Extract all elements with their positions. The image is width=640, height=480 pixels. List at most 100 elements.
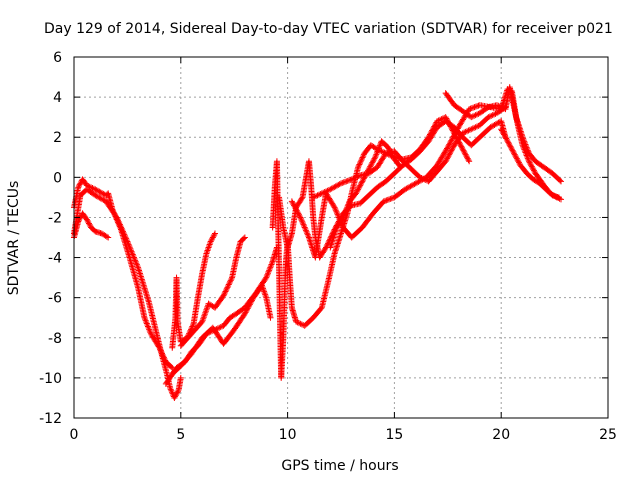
data-point: [160, 353, 167, 360]
data-point: [105, 234, 112, 241]
data-point: [372, 154, 379, 161]
data-point: [172, 393, 179, 400]
data-point: [454, 126, 461, 133]
data-point: [103, 233, 110, 240]
data-point: [299, 220, 306, 227]
data-point: [384, 196, 391, 203]
data-point: [293, 318, 300, 325]
data-point: [520, 145, 527, 152]
data-point: [85, 219, 92, 226]
data-point: [298, 195, 305, 202]
data-point: [448, 137, 455, 144]
x-axis-label: GPS time / hours: [281, 458, 398, 474]
data-point: [220, 292, 227, 299]
data-point: [511, 151, 518, 158]
data-point: [86, 183, 93, 190]
data-point: [465, 127, 472, 134]
data-point: [512, 152, 519, 159]
y-tick-label: -4: [48, 251, 62, 267]
data-point: [458, 143, 465, 150]
data-point: [116, 222, 123, 229]
data-point: [357, 158, 364, 165]
data-point: [446, 141, 453, 148]
data-point: [355, 185, 362, 192]
data-point: [442, 158, 449, 165]
data-point: [498, 127, 505, 134]
data-point: [350, 175, 357, 182]
data-point: [228, 276, 235, 282]
data-point: [443, 115, 450, 122]
data-point: [247, 300, 254, 307]
data-point: [382, 197, 389, 204]
data-point: [146, 327, 153, 334]
series-track-2: [71, 176, 176, 371]
data-point: [386, 146, 393, 153]
data-point: [157, 346, 164, 353]
data-point: [167, 386, 174, 393]
data-point: [317, 305, 324, 312]
data-point: [299, 218, 306, 225]
data-point: [336, 181, 343, 188]
data-point: [314, 192, 321, 199]
data-point: [225, 282, 232, 289]
data-point: [529, 164, 536, 171]
data-point: [472, 124, 479, 131]
data-point: [75, 184, 82, 191]
data-point: [460, 147, 467, 154]
data-point: [493, 102, 500, 109]
data-point: [359, 178, 366, 185]
data-point: [189, 322, 196, 329]
data-point: [357, 181, 364, 188]
data-point: [342, 208, 349, 215]
data-point: [174, 388, 181, 395]
data-point: [449, 146, 456, 153]
series-track-5: [169, 282, 274, 377]
data-point: [167, 384, 174, 391]
y-tick-label: -8: [48, 331, 62, 347]
data-point: [344, 177, 351, 184]
data-point: [144, 323, 151, 330]
data-point: [521, 148, 528, 155]
data-point: [115, 220, 122, 227]
data-point: [224, 284, 231, 291]
data-point: [155, 343, 162, 350]
data-point: [469, 125, 476, 132]
data-point: [168, 389, 175, 396]
data-point: [75, 218, 82, 225]
data-point: [367, 162, 374, 169]
data-point: [444, 145, 451, 152]
data-point: [502, 134, 509, 141]
data-point: [333, 208, 340, 215]
data-point: [506, 140, 513, 147]
data-point: [380, 198, 387, 205]
data-point: [370, 158, 377, 165]
data-point: [359, 154, 366, 161]
data-point: [348, 176, 355, 183]
data-point: [445, 152, 452, 159]
data-point: [354, 187, 361, 194]
data-point: [383, 197, 390, 204]
data-point: [445, 142, 452, 149]
data-point: [472, 103, 479, 110]
data-point: [447, 148, 454, 155]
data-point: [168, 363, 175, 370]
series-track-14: [327, 138, 404, 251]
data-point: [387, 149, 394, 156]
data-point: [221, 291, 228, 298]
data-point: [366, 164, 373, 171]
data-point: [343, 178, 350, 185]
data-point: [322, 245, 329, 252]
data-point: [506, 142, 513, 149]
data-point: [172, 392, 179, 399]
data-point: [217, 324, 224, 331]
data-point: [267, 314, 274, 321]
data-point: [295, 210, 302, 217]
data-point: [459, 130, 466, 137]
data-point: [444, 154, 451, 161]
data-point: [463, 152, 470, 159]
data-point: [244, 305, 251, 312]
data-point: [144, 322, 151, 329]
data-point: [527, 160, 534, 167]
data-point: [495, 102, 502, 109]
data-point: [522, 149, 529, 156]
